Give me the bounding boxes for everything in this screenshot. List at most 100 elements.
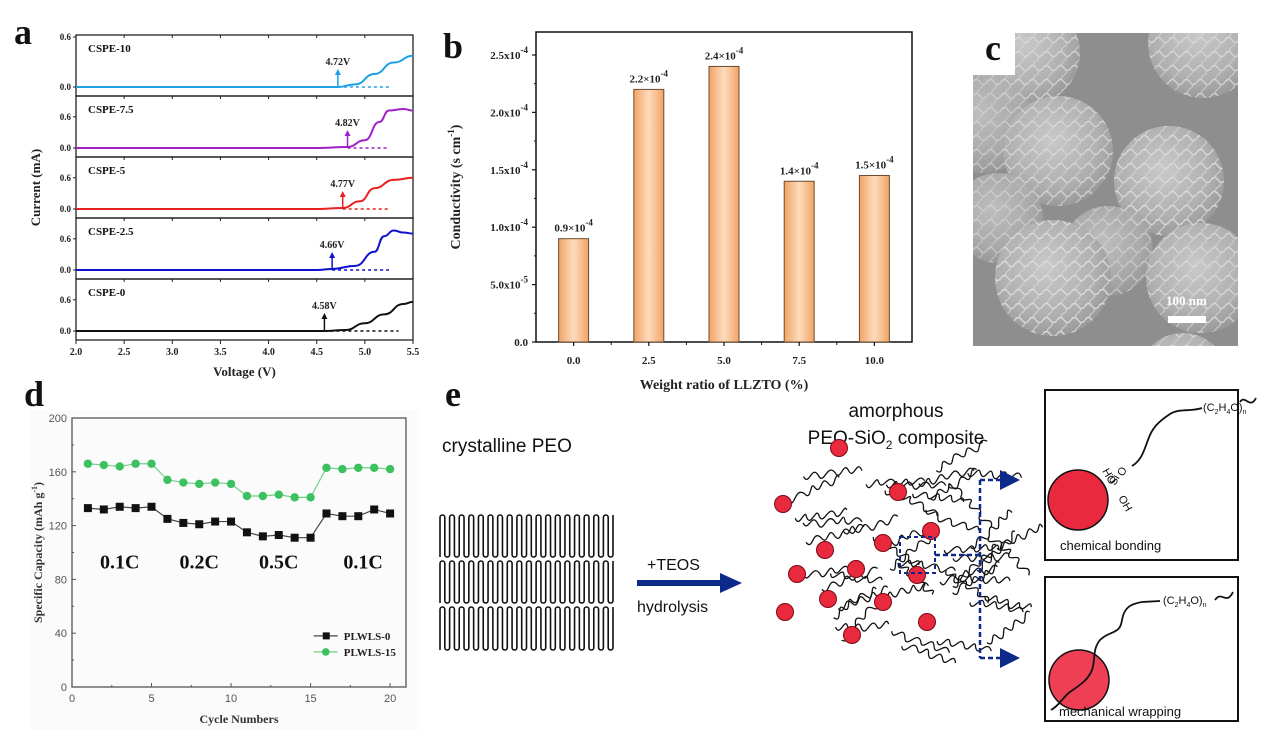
series-curve bbox=[76, 176, 414, 210]
x-tick-label: 15 bbox=[304, 693, 316, 705]
lamella-row bbox=[439, 514, 614, 558]
chemical-bonding-caption: chemical bonding bbox=[1060, 538, 1161, 553]
sio2-particle bbox=[874, 593, 892, 611]
sem-sphere bbox=[1114, 126, 1224, 236]
data-point bbox=[338, 464, 347, 474]
sem-image: 100 nm bbox=[973, 33, 1238, 346]
y-tick-label: 160 bbox=[49, 467, 67, 479]
legend-label: PLWLS-0 bbox=[344, 631, 391, 643]
x-tick-label: 5.5 bbox=[407, 347, 420, 358]
panel-letter-e: e bbox=[445, 374, 461, 414]
legend-label: PLWLS-15 bbox=[344, 647, 397, 659]
legend-marker bbox=[322, 632, 330, 640]
x-tick-label: 0.0 bbox=[567, 355, 581, 367]
data-point bbox=[242, 491, 252, 501]
lamella-row bbox=[439, 560, 614, 604]
x-axis-label: Weight ratio of LLZTO (%) bbox=[640, 378, 809, 393]
y-tick-label: 1.0x10-4 bbox=[490, 217, 528, 234]
peo-chain bbox=[939, 564, 998, 586]
data-point bbox=[227, 517, 236, 526]
onset-label: 4.77V bbox=[330, 179, 356, 190]
peo-chain bbox=[794, 507, 848, 523]
rate-annotation: 0.5C bbox=[259, 552, 298, 574]
onset-label: 4.72V bbox=[326, 57, 352, 68]
x-tick-label: 3.0 bbox=[166, 347, 179, 358]
bar-data-label: 2.4×10-4 bbox=[705, 45, 744, 62]
sem-particles: 100 nm bbox=[973, 33, 1238, 346]
peo-chain bbox=[935, 439, 988, 473]
y-tick-label: 5.0x10-5 bbox=[490, 275, 528, 292]
x-tick-label: 2.5 bbox=[642, 355, 656, 367]
peo-chain bbox=[901, 644, 957, 664]
sio2-particle bbox=[774, 495, 792, 513]
reaction-arrow bbox=[637, 573, 742, 593]
amorphous-label: amorphous bbox=[848, 401, 943, 422]
peo-chain bbox=[943, 544, 1000, 555]
bar bbox=[558, 238, 590, 343]
peo-chain bbox=[891, 631, 950, 654]
y-tick-label: 0.6 bbox=[60, 32, 72, 42]
peo-chain bbox=[948, 482, 993, 528]
y-axis-label: Current (mA) bbox=[28, 149, 43, 226]
peo-chain bbox=[1131, 407, 1203, 467]
peo-chain bbox=[805, 523, 865, 546]
peo-chain bbox=[885, 480, 947, 490]
peo-chain bbox=[996, 523, 1044, 551]
sem-sphere bbox=[1151, 333, 1215, 346]
series-curve bbox=[76, 300, 414, 332]
sem-sphere bbox=[995, 220, 1111, 336]
data-point bbox=[354, 512, 363, 521]
data-point bbox=[99, 505, 108, 514]
peo-chain bbox=[912, 491, 965, 503]
legend-marker bbox=[321, 648, 330, 656]
sio2-particle bbox=[776, 603, 794, 621]
composite-label: PEO-SiO2 composite bbox=[808, 428, 985, 452]
data-point bbox=[338, 512, 347, 521]
crystalline-peo-label: crystalline PEO bbox=[442, 436, 572, 457]
y-tick-label: 80 bbox=[55, 574, 67, 586]
data-point bbox=[147, 459, 156, 468]
sio2-particle bbox=[1047, 469, 1109, 531]
bar-data-label: 1.5×10-4 bbox=[855, 155, 894, 172]
x-tick-label: 4.0 bbox=[262, 347, 275, 358]
x-tick-label: 20 bbox=[384, 693, 396, 705]
chart-d-rate: 0 40 80 120 160 200 0 5 10 15 20 Cycle Numbers Speci… bbox=[30, 410, 420, 730]
data-point bbox=[322, 463, 331, 472]
data-point bbox=[369, 463, 379, 472]
x-axis-label: Voltage (V) bbox=[213, 364, 276, 379]
y-axis-label: Conductivity (s cm-1) bbox=[446, 124, 464, 249]
data-point bbox=[115, 462, 124, 471]
y-tick-label: 0.0 bbox=[60, 82, 72, 92]
bar-data-label: 0.9×10-4 bbox=[554, 218, 593, 235]
peo-chain bbox=[918, 467, 975, 487]
peo-chain bbox=[952, 561, 1000, 596]
data-point bbox=[195, 479, 204, 489]
data-point bbox=[258, 532, 267, 541]
y-tick-label: 2.5x10-4 bbox=[490, 45, 528, 62]
peo-chain bbox=[936, 638, 992, 652]
onset-arrowhead bbox=[321, 313, 328, 319]
data-point bbox=[179, 518, 188, 527]
sio2-particle bbox=[889, 483, 907, 501]
series-label: CSPE-2.5 bbox=[88, 226, 134, 238]
crystalline-peo-lamellae bbox=[439, 514, 614, 651]
data-point bbox=[163, 514, 172, 523]
data-point bbox=[258, 491, 268, 501]
x-tick-label: 5.0 bbox=[717, 355, 731, 367]
sio2-particle bbox=[847, 560, 865, 578]
peo-chain bbox=[986, 610, 1030, 645]
peo-chain bbox=[787, 475, 840, 504]
y-tick-label: 0.6 bbox=[60, 234, 72, 244]
data-point bbox=[274, 490, 283, 499]
onset-arrowhead bbox=[329, 252, 336, 258]
chart-a-lsv: 0.0 0.6 CSPE-10 4.72V 0.0 0.6 CSPE-7.5 4.82V 0.0… bbox=[28, 32, 420, 379]
y-tick-label: 200 bbox=[49, 413, 67, 425]
x-tick-label: 7.5 bbox=[792, 355, 806, 367]
series-label: CSPE-7.5 bbox=[88, 104, 134, 116]
sio2-particle bbox=[922, 522, 940, 540]
mechanical-wrapping-box: (C2H4O)n mechanical wrapping bbox=[1044, 576, 1239, 722]
data-point bbox=[210, 478, 220, 487]
rate-annotation: 0.2C bbox=[180, 552, 219, 574]
scale-bar-label: 100 nm bbox=[1166, 293, 1207, 308]
sio2-particle bbox=[918, 613, 936, 631]
